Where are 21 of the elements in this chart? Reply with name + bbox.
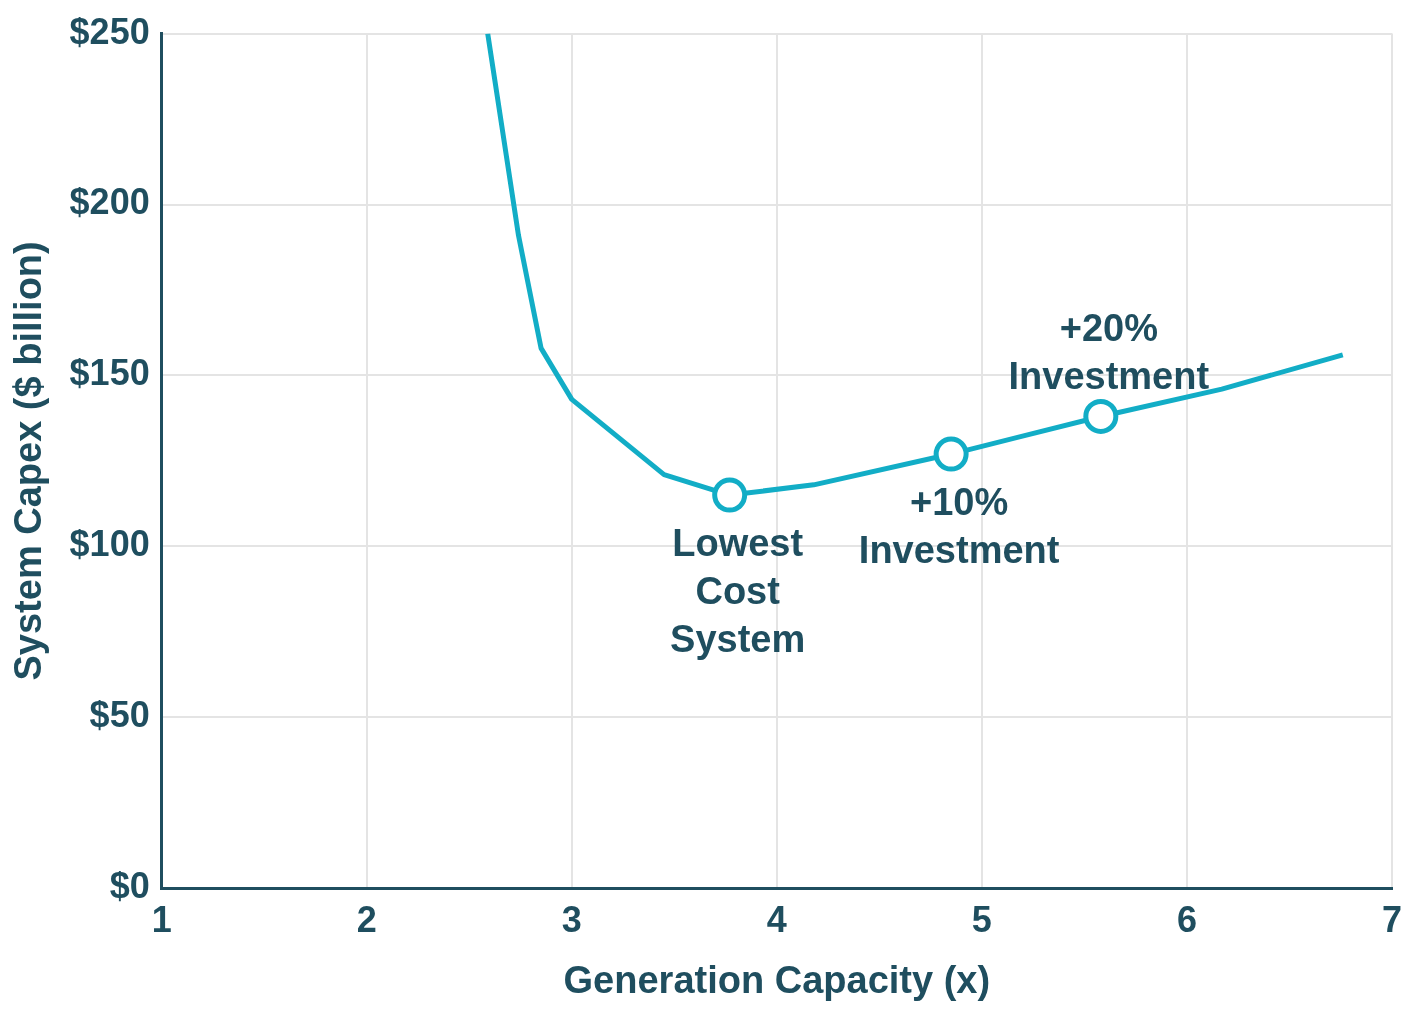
- y-tick-label: $200: [69, 181, 150, 223]
- x-tick-label: 6: [1176, 898, 1197, 940]
- y-tick-label: $100: [69, 523, 150, 565]
- y-tick-label: $150: [69, 352, 150, 394]
- x-tick-label: 5: [971, 898, 992, 940]
- x-axis-title: Generation Capacity (x): [563, 958, 991, 1001]
- point: [1083, 398, 1119, 434]
- x-tick-label: 3: [561, 898, 582, 940]
- x-tick-label: 4: [766, 898, 787, 940]
- x-tick-label: 2: [356, 898, 377, 940]
- x-tick-label: 7: [1381, 898, 1402, 940]
- annotation: Lowest Cost System: [670, 521, 806, 660]
- x-tick-label: 1: [151, 898, 172, 940]
- annotation: +10% Investment: [858, 480, 1060, 571]
- y-axis-title: System Capex ($ billion): [7, 241, 50, 681]
- point: [933, 436, 969, 472]
- y-tick-label: $250: [69, 10, 150, 52]
- y-tick-label: $0: [109, 865, 150, 907]
- y-tick-label: $50: [89, 694, 150, 736]
- annotation: +20% Investment: [1008, 306, 1210, 397]
- point: [712, 477, 748, 513]
